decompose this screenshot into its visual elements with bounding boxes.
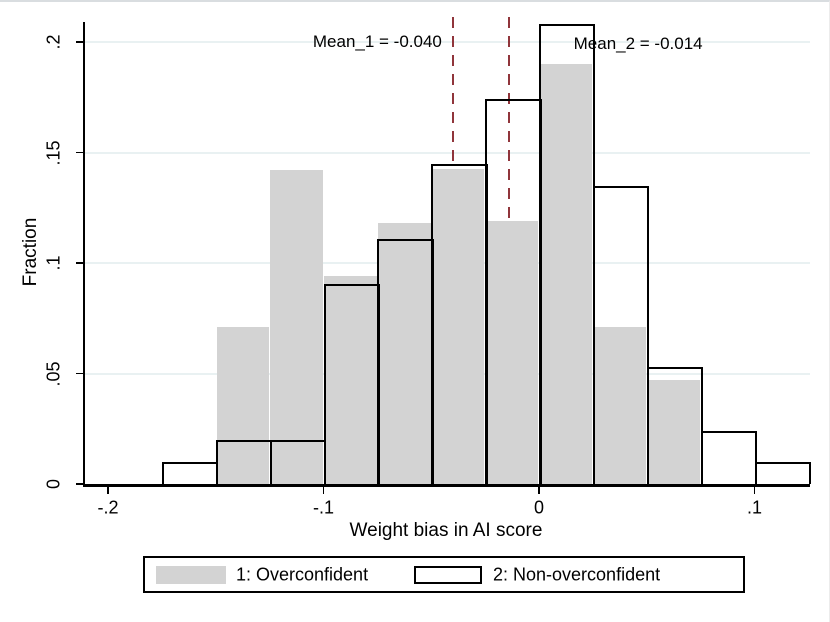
x-tick-label: -.1 [312, 497, 335, 518]
legend-label-overconfident: 1: Overconfident [236, 564, 369, 584]
outline-bar [700, 430, 758, 484]
x-axis-line [83, 484, 810, 487]
legend: 1: Overconfident 2: Non-overconfident [143, 556, 745, 593]
x-tick [753, 486, 756, 494]
outline-bar [539, 24, 596, 484]
outline-bar [592, 185, 650, 484]
y-gridline [84, 151, 810, 154]
gray-bar [324, 276, 377, 484]
gray-bar [485, 221, 539, 484]
x-tick-label: .1 [746, 497, 763, 518]
y-tick-label: .1 [43, 255, 64, 271]
legend-label-non-overconfident: 2: Non-overconfident [493, 564, 661, 584]
y-axis-line [83, 22, 85, 487]
y-tick-label: .2 [43, 34, 64, 50]
y-gridline [84, 41, 810, 43]
outline-bar [161, 461, 219, 484]
mean-line-2 [507, 17, 510, 221]
mean-2-annotation: Mean_2 = -0.014 [573, 34, 703, 54]
gray-bar [593, 327, 646, 484]
y-tick [76, 41, 83, 43]
gray-bar [270, 170, 323, 484]
x-tick-label: -.2 [97, 497, 119, 518]
gray-bar [539, 64, 593, 484]
outline-bar [485, 99, 542, 484]
gray-bar [647, 380, 700, 484]
outline-bar [269, 439, 327, 484]
x-tick [538, 486, 540, 494]
gray-bar [432, 169, 485, 484]
y-tick [76, 372, 83, 375]
y-tick-label: .05 [43, 360, 64, 387]
x-tick [107, 486, 109, 494]
outline-bar [215, 439, 273, 484]
gray-bar [378, 223, 431, 484]
outline-bar [754, 461, 811, 484]
x-axis-title: Weight bias in AI score [349, 520, 543, 541]
x-tick [322, 486, 325, 494]
y-tick [76, 483, 83, 485]
y-tick [76, 151, 83, 154]
x-tick-label: 0 [533, 497, 545, 518]
outline-bar [431, 163, 488, 484]
outline-bar [377, 238, 434, 484]
legend-swatch-non-overconfident [414, 566, 482, 584]
mean-line-1 [451, 17, 454, 170]
legend-swatch-overconfident [156, 566, 226, 584]
mean-1-annotation: Mean_1 = -0.040 [312, 32, 442, 51]
y-tick-label: 0 [43, 478, 64, 490]
y-tick-label: .15 [43, 139, 64, 166]
y-axis-title: Fraction [20, 217, 41, 287]
y-tick [76, 262, 83, 264]
gray-bar [216, 327, 269, 484]
outline-bar [646, 366, 704, 484]
outline-bar [323, 283, 380, 484]
